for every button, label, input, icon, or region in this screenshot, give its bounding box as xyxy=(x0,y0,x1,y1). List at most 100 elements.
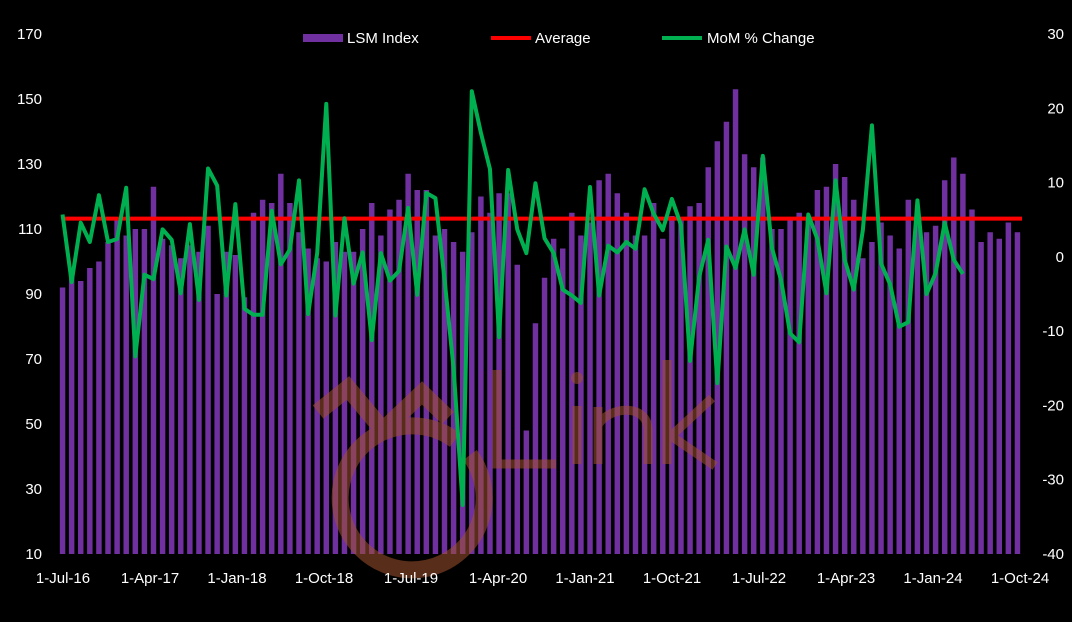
lsm-index-bar xyxy=(278,173,284,554)
lsm-index-bar xyxy=(923,232,930,554)
lsm-index-bar xyxy=(914,219,921,554)
lsm-index-bar xyxy=(259,199,266,554)
x-tick-label: 1-Apr-17 xyxy=(121,570,179,587)
x-tick-label: 1-Jul-19 xyxy=(384,570,438,587)
lsm-index-bar xyxy=(168,245,175,554)
lsm-index-bar xyxy=(805,219,812,554)
left-tick-label: 150 xyxy=(17,91,42,108)
lsm-index-bar xyxy=(587,222,593,554)
lsm-index-bar xyxy=(214,294,220,554)
lsm-index-bar xyxy=(723,121,730,554)
lsm-index-bar xyxy=(405,173,411,554)
x-tick-label: 1-Jan-21 xyxy=(555,570,614,587)
legend-swatch-lsm-index xyxy=(303,34,343,42)
lsm-index-bar xyxy=(296,232,302,554)
lsm-index-bar xyxy=(487,212,493,554)
lsm-index-bar xyxy=(423,190,430,554)
left-tick-label: 10 xyxy=(25,546,42,563)
lsm-index-bar xyxy=(132,229,139,554)
lsm-index-bar xyxy=(996,238,1002,554)
lsm-index-bar xyxy=(887,235,893,554)
lsm-index-bar xyxy=(714,141,721,554)
lsm-index-bar xyxy=(541,277,548,554)
lsm-index-bar xyxy=(605,173,611,554)
lsm-index-bar xyxy=(869,242,875,554)
lsm-index-bar xyxy=(387,209,393,554)
legend-label-average: Average xyxy=(535,30,591,47)
lsm-index-bar xyxy=(932,225,939,554)
lsm-index-bar xyxy=(505,193,511,554)
right-tick-label: 0 xyxy=(1056,249,1064,266)
lsm-index-bar xyxy=(614,193,621,554)
legend: LSM Index Average MoM % Change xyxy=(303,30,815,47)
lsm-index-bar xyxy=(532,323,539,554)
lsm-index-bar xyxy=(896,248,902,554)
lsm-index-bar xyxy=(514,264,520,554)
x-tick-label: 1-Apr-20 xyxy=(469,570,527,587)
lsm-index-bar xyxy=(123,235,129,554)
lsm-index-bar xyxy=(268,203,275,554)
right-tick-label: -30 xyxy=(1042,472,1064,489)
lsm-index-bar xyxy=(478,196,484,554)
lsm-index-bar xyxy=(87,268,93,554)
lsm-index-bar xyxy=(341,251,348,554)
lsm-index-bar xyxy=(414,190,420,554)
lsm-index-bar xyxy=(1014,232,1021,554)
lsm-index-bar xyxy=(232,255,239,554)
left-tick-label: 130 xyxy=(17,156,42,173)
lsm-index-bar xyxy=(569,212,575,554)
legend-label-lsm-index: LSM Index xyxy=(347,30,419,47)
lsm-index-bar xyxy=(987,232,993,554)
lsm-index-bar xyxy=(78,281,84,554)
left-tick-label: 90 xyxy=(25,286,42,303)
x-axis-labels: 1-Jul-16 1-Apr-17 1-Jan-18 1-Oct-18 1-Jul-19… xyxy=(36,570,1049,587)
left-tick-label: 30 xyxy=(25,481,42,498)
lsm-index-bar xyxy=(187,245,193,554)
right-tick-label: -10 xyxy=(1042,323,1064,340)
left-tick-label: 50 xyxy=(25,416,42,433)
lsm-index-bar xyxy=(741,154,748,554)
lsm-index-bar xyxy=(159,238,166,554)
lsm-index-bar xyxy=(941,180,948,554)
lsm-index-bar xyxy=(396,199,402,554)
lsm-index-bar xyxy=(678,219,684,554)
lsm-index-bar xyxy=(641,235,648,554)
lsm-index-bar xyxy=(832,164,839,554)
lsm-index-bar xyxy=(650,203,657,554)
lsm-index-bar xyxy=(951,157,957,554)
lsm-index-bar xyxy=(96,261,102,554)
lsm-index-bar xyxy=(1005,222,1012,554)
lsm-index-bar xyxy=(596,180,602,554)
lsm-index-bar xyxy=(241,297,248,554)
lsm-index-bar xyxy=(878,222,884,554)
lsm-index-bar xyxy=(669,216,675,554)
lsm-index-bar xyxy=(769,229,775,554)
x-tick-label: 1-Oct-18 xyxy=(295,570,353,587)
right-tick-label: 30 xyxy=(1047,26,1064,43)
lsm-index-bar xyxy=(523,430,530,554)
lsm-index-bar xyxy=(841,177,848,554)
lsm-index-bar xyxy=(696,203,702,554)
lsm-index-bar xyxy=(59,287,66,554)
lsm-index-bar xyxy=(787,219,793,554)
lsm-index-bar xyxy=(687,206,693,554)
lsm-index-bar xyxy=(178,258,184,554)
lsm-index-bar xyxy=(732,89,739,554)
lsm-index-bar xyxy=(68,271,75,554)
lsm-index-bar xyxy=(196,251,202,554)
lsm-index-bar xyxy=(978,242,984,554)
lsm-index-bar xyxy=(369,203,375,554)
lsm-index-bar xyxy=(960,173,966,554)
lsm-index-bar xyxy=(441,229,448,554)
x-tick-label: 1-Oct-24 xyxy=(991,570,1049,587)
left-tick-label: 110 xyxy=(18,221,42,238)
lsm-index-bar xyxy=(750,167,757,554)
x-tick-label: 1-Jan-24 xyxy=(903,570,962,587)
lsm-index-bar xyxy=(860,258,866,554)
lsm-index-bar xyxy=(287,203,293,554)
lsm-index-bar xyxy=(814,190,821,554)
x-tick-label: 1-Apr-23 xyxy=(817,570,875,587)
x-tick-label: 1-Jul-22 xyxy=(732,570,786,587)
lsm-index-bar xyxy=(469,232,475,554)
right-tick-label: 20 xyxy=(1047,100,1064,117)
